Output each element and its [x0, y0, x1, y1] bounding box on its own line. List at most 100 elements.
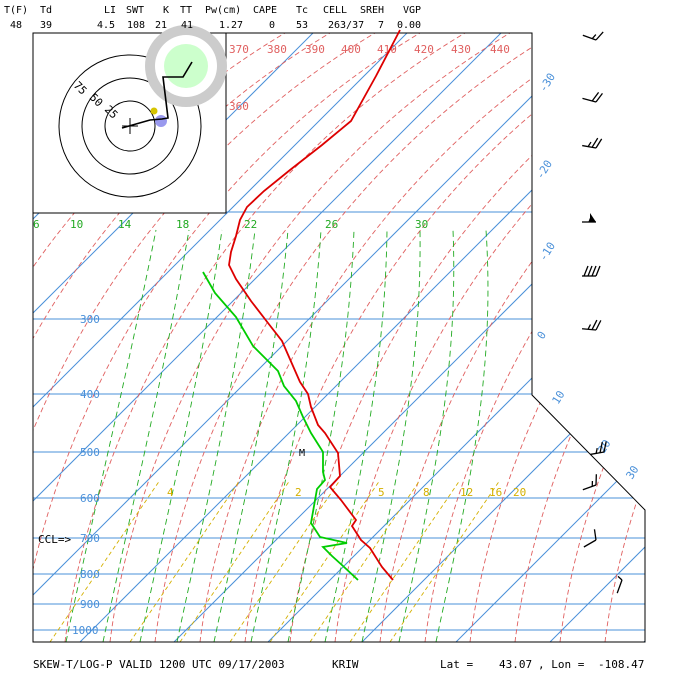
index-label: Pw(cm)	[205, 5, 242, 16]
wind-barb-full	[591, 319, 598, 330]
index-value: 1.27	[219, 20, 244, 31]
wind-barb-full	[595, 31, 604, 41]
moist-adiabat-lines	[65, 229, 489, 642]
wind-barb-half	[587, 324, 592, 330]
theta-e-label: 6	[33, 218, 40, 231]
moist-adiabat-line	[287, 229, 355, 642]
wind-barb-staff	[582, 34, 597, 41]
theta-label: 380	[267, 43, 287, 56]
index-label: LI	[104, 5, 117, 16]
wind-barb-full	[603, 441, 607, 453]
footer-lon-value: -108.47	[598, 658, 645, 671]
moist-adiabat-line	[139, 229, 223, 642]
pressure-tick-label: 500	[80, 446, 100, 459]
wind-barb	[582, 137, 603, 149]
wind-barb-full	[595, 138, 603, 149]
hodograph-ring	[58, 54, 202, 198]
index-label: T(F)	[4, 5, 29, 16]
isotherm-tick-label: -20	[534, 158, 556, 182]
mixing-ratio-line	[229, 479, 341, 642]
isotherm-tick-label: 0	[535, 329, 550, 342]
isotherm-line	[267, 33, 645, 642]
theta-e-label: 10	[70, 218, 83, 231]
isotherm-line	[549, 33, 645, 642]
mixing-ratio-label: 8	[423, 486, 430, 499]
index-value: 0.00	[397, 20, 422, 31]
mixing-ratio-label: 4	[167, 486, 174, 499]
wind-barb-staff	[583, 539, 597, 548]
pressure-tick-label: 900	[80, 598, 100, 611]
isotherm-line	[33, 33, 408, 642]
mixing-ratio-label: 20	[513, 486, 526, 499]
index-value: 39	[40, 20, 53, 31]
temperature-trace	[228, 29, 401, 581]
footer-title: SKEW-T/LOG-P VALID 1200 UTC 09/17/2003	[33, 658, 285, 671]
dry-adiabat-line	[559, 33, 645, 642]
theta-e-label: 18	[176, 218, 189, 231]
wind-barb-pennant	[590, 213, 596, 222]
isotherm-line	[33, 33, 596, 642]
wind-barb-staff	[582, 97, 597, 103]
theta-e-label: 14	[118, 218, 132, 231]
dewpoint-trace	[202, 271, 359, 581]
index-label: K	[163, 5, 170, 16]
wind-barb-full	[595, 474, 597, 486]
wind-barb-staff	[582, 144, 597, 149]
footer-lat-value: 43.07	[499, 658, 533, 671]
pressure-tick-label: 700	[80, 532, 100, 545]
hodograph-ring	[81, 77, 179, 175]
dry-adiabat-line	[64, 33, 466, 642]
footer-lat-label: Lat =	[440, 658, 474, 671]
max-parcel-marker: M	[299, 448, 305, 459]
dry-adiabat-line	[154, 33, 556, 642]
isotherm-line	[643, 33, 645, 642]
isotherm-line	[455, 33, 645, 642]
dry-adiabat-line	[424, 33, 645, 642]
wind-barb-half	[588, 216, 592, 223]
theta-e-label: 30	[415, 218, 428, 231]
dry-adiabat-line	[604, 33, 645, 642]
wind-barb-staff	[581, 328, 597, 331]
index-value: 21	[155, 20, 168, 31]
moist-adiabat-line	[65, 229, 157, 642]
storm-motion-inner	[164, 44, 208, 88]
wind-barb-full	[595, 320, 602, 331]
pressure-tick-label: 1000	[72, 624, 99, 637]
mixing-ratio-label: 16	[489, 486, 502, 499]
wind-barb-full	[595, 265, 601, 277]
index-label: TT	[180, 5, 193, 16]
moist-adiabat-line	[213, 229, 289, 642]
wind-barb-half	[587, 141, 592, 147]
mixing-ratio-lines	[49, 479, 501, 642]
index-label: CAPE	[253, 5, 278, 16]
moist-adiabat-line	[176, 229, 256, 642]
pressure-tick-label: 300	[80, 313, 100, 326]
wind-barb-staff	[616, 579, 623, 594]
mixing-ratio-line	[349, 479, 461, 642]
theta-label: 400	[341, 43, 361, 56]
dry-adiabat-line	[244, 33, 645, 642]
sounding-traces	[202, 29, 401, 581]
isotherm-tick-label: 30	[624, 463, 642, 481]
wind-barb	[590, 441, 607, 456]
mixing-ratio-label: 5	[378, 486, 385, 499]
index-value: 263/37	[328, 20, 365, 31]
mixing-ratio-line	[49, 479, 161, 642]
moist-adiabat-line	[361, 229, 421, 642]
footer-lon-label: , Lon =	[538, 658, 585, 671]
dry-adiabat-line	[109, 33, 511, 642]
theta-label: 420	[414, 43, 434, 56]
dry-adiabat-line	[33, 33, 376, 642]
isotherm-tick-label: -30	[537, 71, 559, 95]
wind-barb-full	[591, 91, 600, 102]
pressure-tick-label: 800	[80, 568, 100, 581]
wind-barb-half	[617, 575, 623, 581]
wind-barb-full	[583, 265, 589, 277]
wind-barb-half	[591, 480, 594, 487]
moist-adiabat-line	[102, 229, 190, 642]
wind-barb-full	[593, 529, 597, 541]
mixing-ratio-line	[309, 479, 421, 642]
ccl-label: CCL=>	[38, 533, 71, 546]
wind-barb-full	[595, 92, 603, 103]
